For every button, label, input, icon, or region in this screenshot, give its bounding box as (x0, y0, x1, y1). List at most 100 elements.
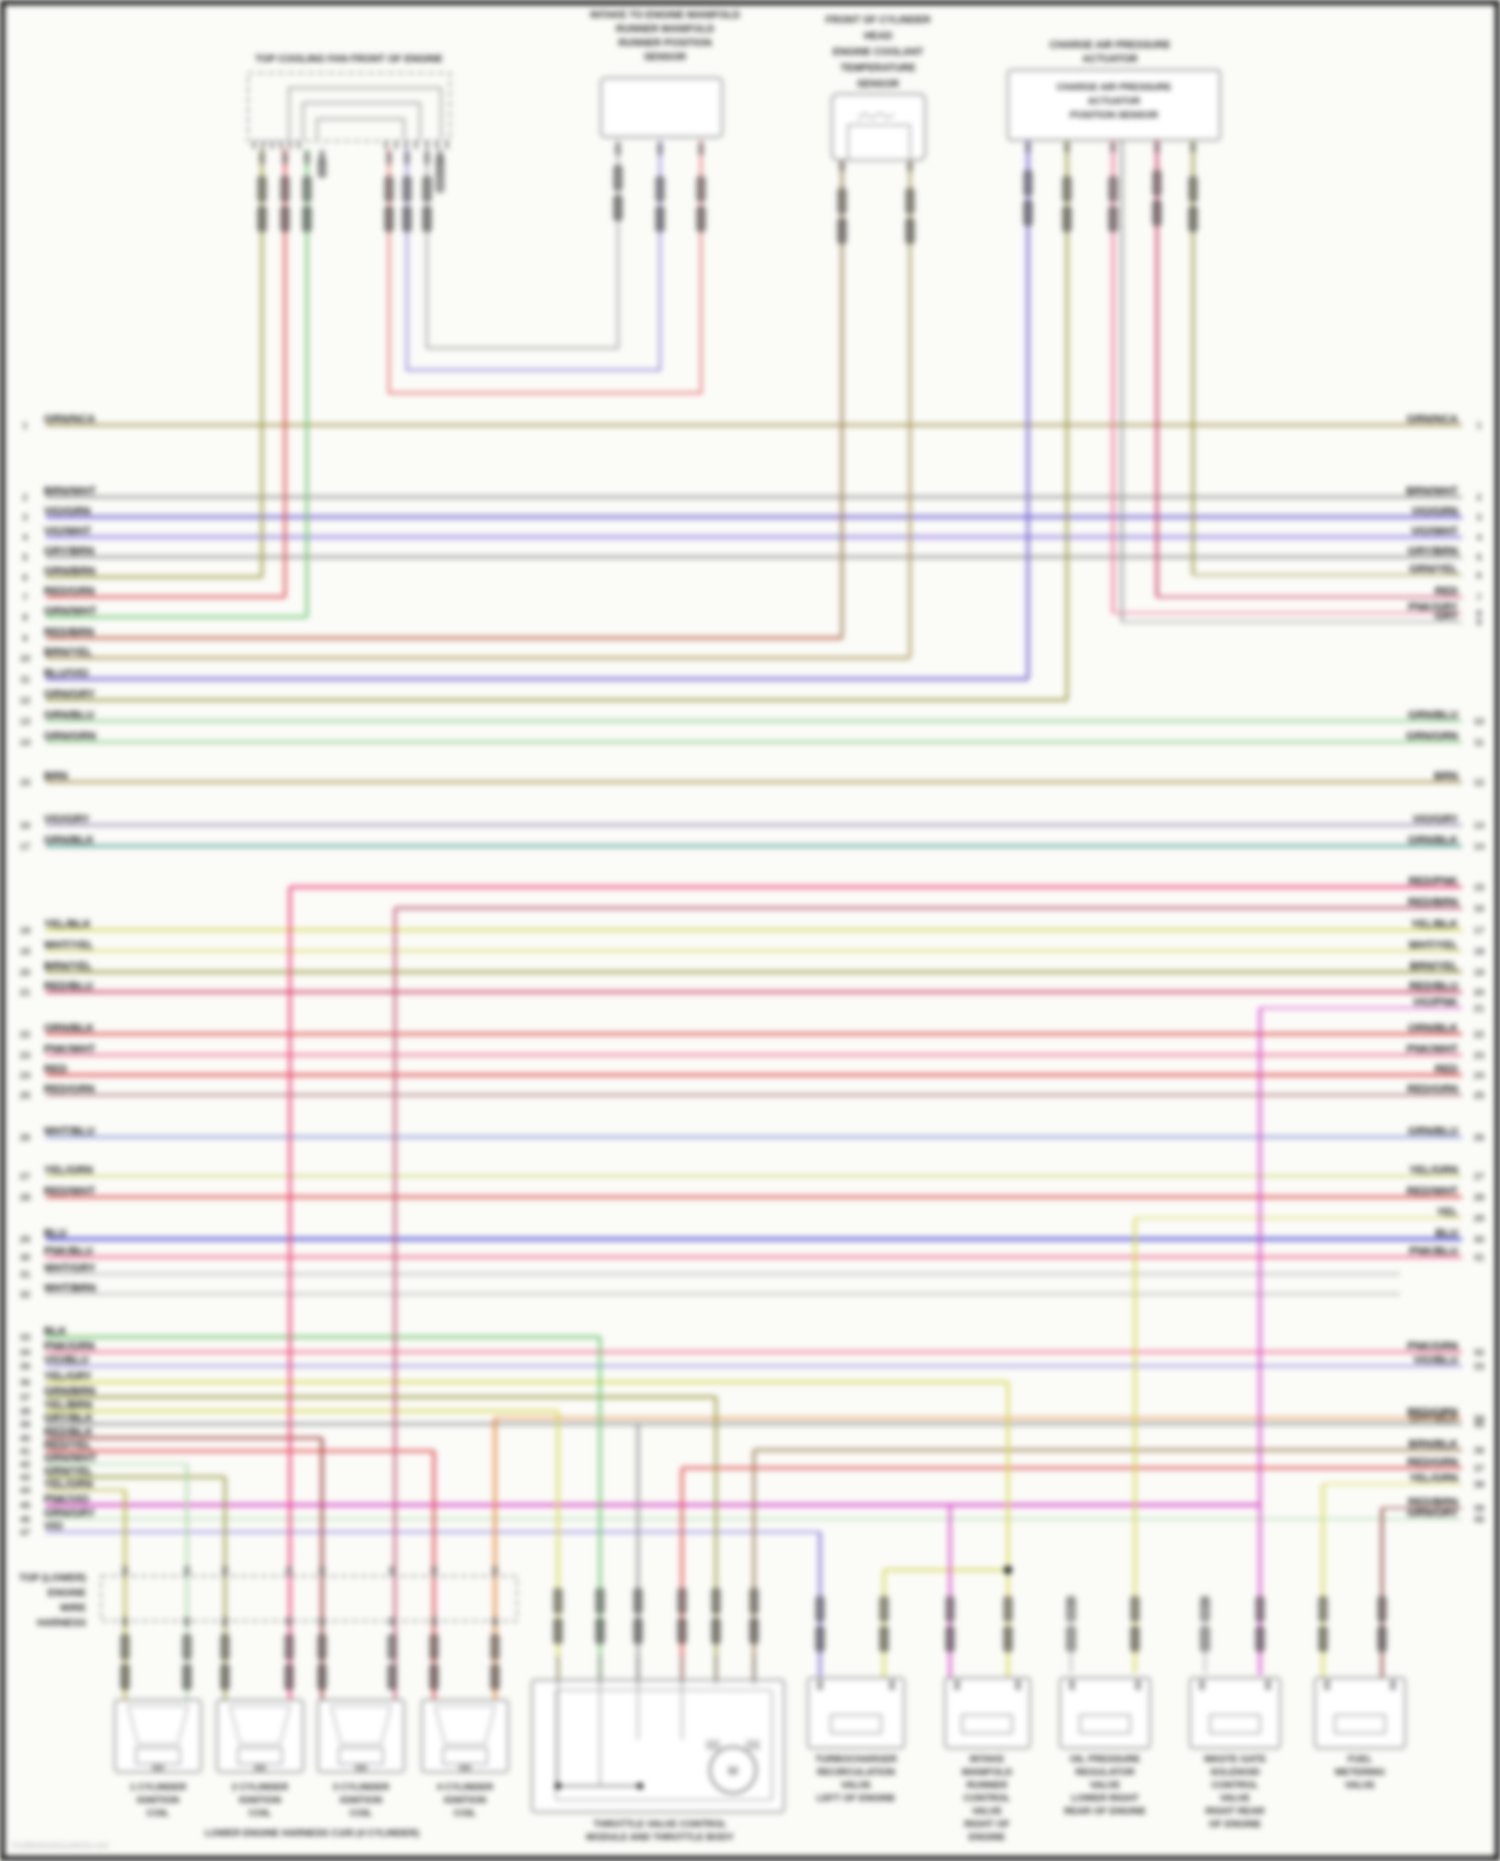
svg-text:VIO/WHT: VIO/WHT (1411, 526, 1458, 538)
svg-text:REGULATOR: REGULATOR (1075, 1767, 1134, 1778)
svg-text:32: 32 (1474, 1348, 1485, 1359)
svg-text:CONTROL: CONTROL (1212, 1780, 1259, 1791)
svg-text:43: 43 (20, 1473, 31, 1484)
svg-text:23: 23 (1474, 1051, 1485, 1062)
svg-text:IGNITION: IGNITION (239, 1795, 281, 1806)
svg-text:WHT/YEL: WHT/YEL (1409, 940, 1459, 952)
svg-text:GRN/BLK: GRN/BLK (1408, 835, 1458, 847)
svg-text:33: 33 (20, 1333, 31, 1344)
svg-text:29: 29 (1474, 1214, 1485, 1225)
svg-text:ACTUATOR: ACTUATOR (1082, 54, 1138, 65)
svg-text:RED/PNK: RED/PNK (1408, 876, 1458, 888)
svg-text:VALVE: VALVE (1345, 1780, 1375, 1791)
svg-text:GRN/NCA: GRN/NCA (1407, 414, 1458, 426)
svg-text:14: 14 (20, 738, 31, 749)
svg-text:16: 16 (20, 821, 31, 832)
svg-text:OIL PRESSURE: OIL PRESSURE (1070, 1754, 1141, 1765)
svg-text:GRN/NCA: GRN/NCA (44, 414, 95, 426)
svg-text:36: 36 (1474, 1446, 1485, 1457)
svg-text:29: 29 (20, 1235, 31, 1246)
svg-text:VIO/BLU: VIO/BLU (44, 1355, 89, 1367)
svg-text:40: 40 (20, 1434, 31, 1445)
svg-text:SENSOR: SENSOR (644, 52, 687, 63)
svg-text:ENGINE COOLANT: ENGINE COOLANT (833, 47, 924, 58)
svg-text:troubleshootmyvehicle.com: troubleshootmyvehicle.com (12, 1841, 109, 1850)
svg-text:8: 8 (1476, 609, 1481, 620)
svg-text:GRN/GRN: GRN/GRN (1406, 731, 1458, 743)
svg-text:35: 35 (1474, 1420, 1485, 1431)
svg-text:RIGHT REAR: RIGHT REAR (1205, 1806, 1264, 1817)
svg-text:ENGINE: ENGINE (969, 1832, 1005, 1843)
svg-text:9: 9 (1476, 618, 1481, 629)
svg-text:VALVE: VALVE (972, 1806, 1002, 1817)
svg-text:GRN/WHT: GRN/WHT (44, 606, 97, 618)
svg-text:33: 33 (1474, 1362, 1485, 1373)
svg-text:46: 46 (20, 1515, 31, 1526)
svg-text:6: 6 (1476, 571, 1481, 582)
svg-text:GRN/BLU: GRN/BLU (1408, 710, 1458, 722)
svg-text:OF ENGINE: OF ENGINE (1209, 1819, 1261, 1830)
svg-text:WHT/BRN: WHT/BRN (44, 1283, 96, 1295)
svg-text:44: 44 (20, 1486, 31, 1497)
svg-text:27: 27 (20, 1172, 31, 1183)
svg-text:PNK/GRY: PNK/GRY (1408, 602, 1458, 614)
svg-text:GRN/BRN: GRN/BRN (44, 566, 95, 578)
svg-text:17: 17 (20, 842, 31, 853)
svg-text:26: 26 (1474, 1133, 1485, 1144)
svg-text:RED/WHT: RED/WHT (1407, 1186, 1459, 1198)
svg-text:PNK/VIO: PNK/VIO (44, 1494, 90, 1506)
svg-text:CONTROL: CONTROL (964, 1793, 1011, 1804)
svg-text:RED/GRN: RED/GRN (1407, 1084, 1458, 1096)
svg-text:VIO/GRN: VIO/GRN (44, 506, 91, 518)
svg-text:METERING: METERING (1335, 1767, 1385, 1778)
svg-text:RED/BLK: RED/BLK (44, 1427, 93, 1439)
svg-text:16: 16 (1474, 904, 1485, 915)
svg-text:TOP COOLING FAN FRONT OF ENGIN: TOP COOLING FAN FRONT OF ENGINE (255, 54, 443, 65)
svg-text:BRN/YEL: BRN/YEL (44, 647, 93, 659)
svg-text:VIO/WHT: VIO/WHT (44, 526, 91, 538)
svg-text:VALVE: VALVE (841, 1780, 871, 1791)
svg-text:LEFT OF ENGINE: LEFT OF ENGINE (817, 1793, 896, 1804)
svg-text:8: 8 (22, 613, 27, 624)
svg-text:VIO/BLU: VIO/BLU (1413, 1355, 1458, 1367)
svg-text:YEL/GRN: YEL/GRN (1409, 1473, 1458, 1485)
svg-text:31: 31 (20, 1270, 31, 1281)
svg-text:THROTTLE VALVE CONTROL: THROTTLE VALVE CONTROL (593, 1819, 726, 1830)
svg-text:9: 9 (22, 634, 27, 645)
svg-text:BRN/YEL: BRN/YEL (1410, 961, 1459, 973)
svg-text:19: 19 (1474, 968, 1485, 979)
svg-text:POSITION SENSOR: POSITION SENSOR (1070, 110, 1158, 121)
svg-text:GRN/BLU: GRN/BLU (1408, 1126, 1458, 1138)
svg-text:18: 18 (1474, 947, 1485, 958)
svg-text:TEMPERATURE: TEMPERATURE (840, 63, 916, 74)
svg-text:FRONT OF CYLINDER: FRONT OF CYLINDER (826, 15, 932, 26)
svg-text:34: 34 (20, 1348, 31, 1359)
svg-text:BRN/WHT: BRN/WHT (1406, 486, 1458, 498)
svg-text:RIGHT OF: RIGHT OF (964, 1819, 1010, 1830)
svg-text:RED/YEL: RED/YEL (44, 1440, 92, 1452)
svg-text:GRN/GRN: GRN/GRN (44, 731, 96, 743)
svg-text:RED/WHT: RED/WHT (44, 1186, 96, 1198)
svg-text:VIO/GRN: VIO/GRN (1412, 506, 1459, 518)
svg-text:MANIFOLD: MANIFOLD (962, 1767, 1012, 1778)
svg-text:BRN/WHT: BRN/WHT (44, 486, 96, 498)
svg-text:4: 4 (22, 533, 28, 544)
svg-text:WIRE: WIRE (60, 1603, 86, 1614)
svg-text:INTAKE: INTAKE (970, 1754, 1005, 1765)
svg-text:GRN/GRY: GRN/GRY (44, 1508, 96, 1520)
svg-text:RED: RED (1435, 586, 1458, 598)
svg-text:RED/GRN: RED/GRN (1407, 1457, 1458, 1469)
svg-text:RECIRCULATION: RECIRCULATION (817, 1767, 895, 1778)
svg-text:24: 24 (1474, 1071, 1485, 1082)
svg-text:RUNNER MANIFOLD: RUNNER MANIFOLD (616, 24, 714, 35)
svg-text:VALVE: VALVE (1220, 1793, 1250, 1804)
svg-text:GRN/YEL: GRN/YEL (44, 1466, 93, 1478)
svg-text:LOWER RIGHT: LOWER RIGHT (1071, 1793, 1139, 1804)
svg-text:LOWER ENGINE HARNESS C105 (4 C: LOWER ENGINE HARNESS C105 (4 CYLINDER) (205, 1828, 419, 1839)
svg-text:YEL/GRN: YEL/GRN (1409, 1165, 1458, 1177)
svg-text:REAR OF ENGINE: REAR OF ENGINE (1064, 1806, 1146, 1817)
svg-text:ACTUATOR: ACTUATOR (1088, 96, 1141, 107)
svg-text:38: 38 (20, 1407, 31, 1418)
svg-text:GRN/BLU: GRN/BLU (44, 710, 94, 722)
svg-text:BRN: BRN (1434, 771, 1458, 783)
